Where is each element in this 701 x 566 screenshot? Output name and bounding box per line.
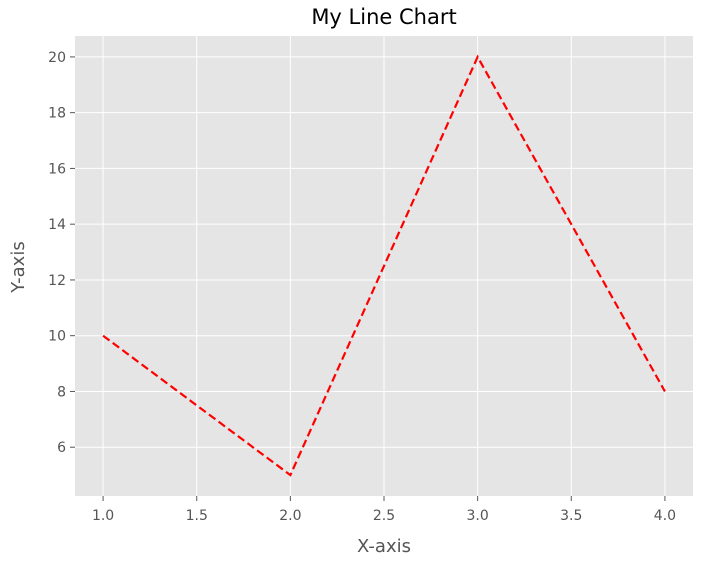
y-tick-label: 16: [48, 161, 66, 177]
x-tick-label: 2.5: [373, 508, 395, 524]
y-tick-label: 12: [48, 273, 66, 289]
x-axis-label: X-axis: [357, 536, 411, 557]
y-tick-label: 14: [48, 217, 66, 233]
chart-title: My Line Chart: [311, 5, 456, 29]
x-tick-label: 3.0: [467, 508, 489, 524]
y-tick-label: 20: [48, 50, 66, 66]
y-tick-label: 8: [57, 384, 66, 400]
y-axis-label: Y-axis: [8, 241, 29, 293]
x-tick-label: 4.0: [654, 508, 676, 524]
y-tick-label: 18: [48, 106, 66, 122]
x-tick-label: 1.0: [92, 508, 114, 524]
y-tick-label: 6: [57, 440, 66, 456]
x-tick-label: 3.5: [560, 508, 582, 524]
x-tick-label: 1.5: [186, 508, 208, 524]
y-tick-label: 10: [48, 329, 66, 345]
x-tick-label: 2.0: [279, 508, 301, 524]
